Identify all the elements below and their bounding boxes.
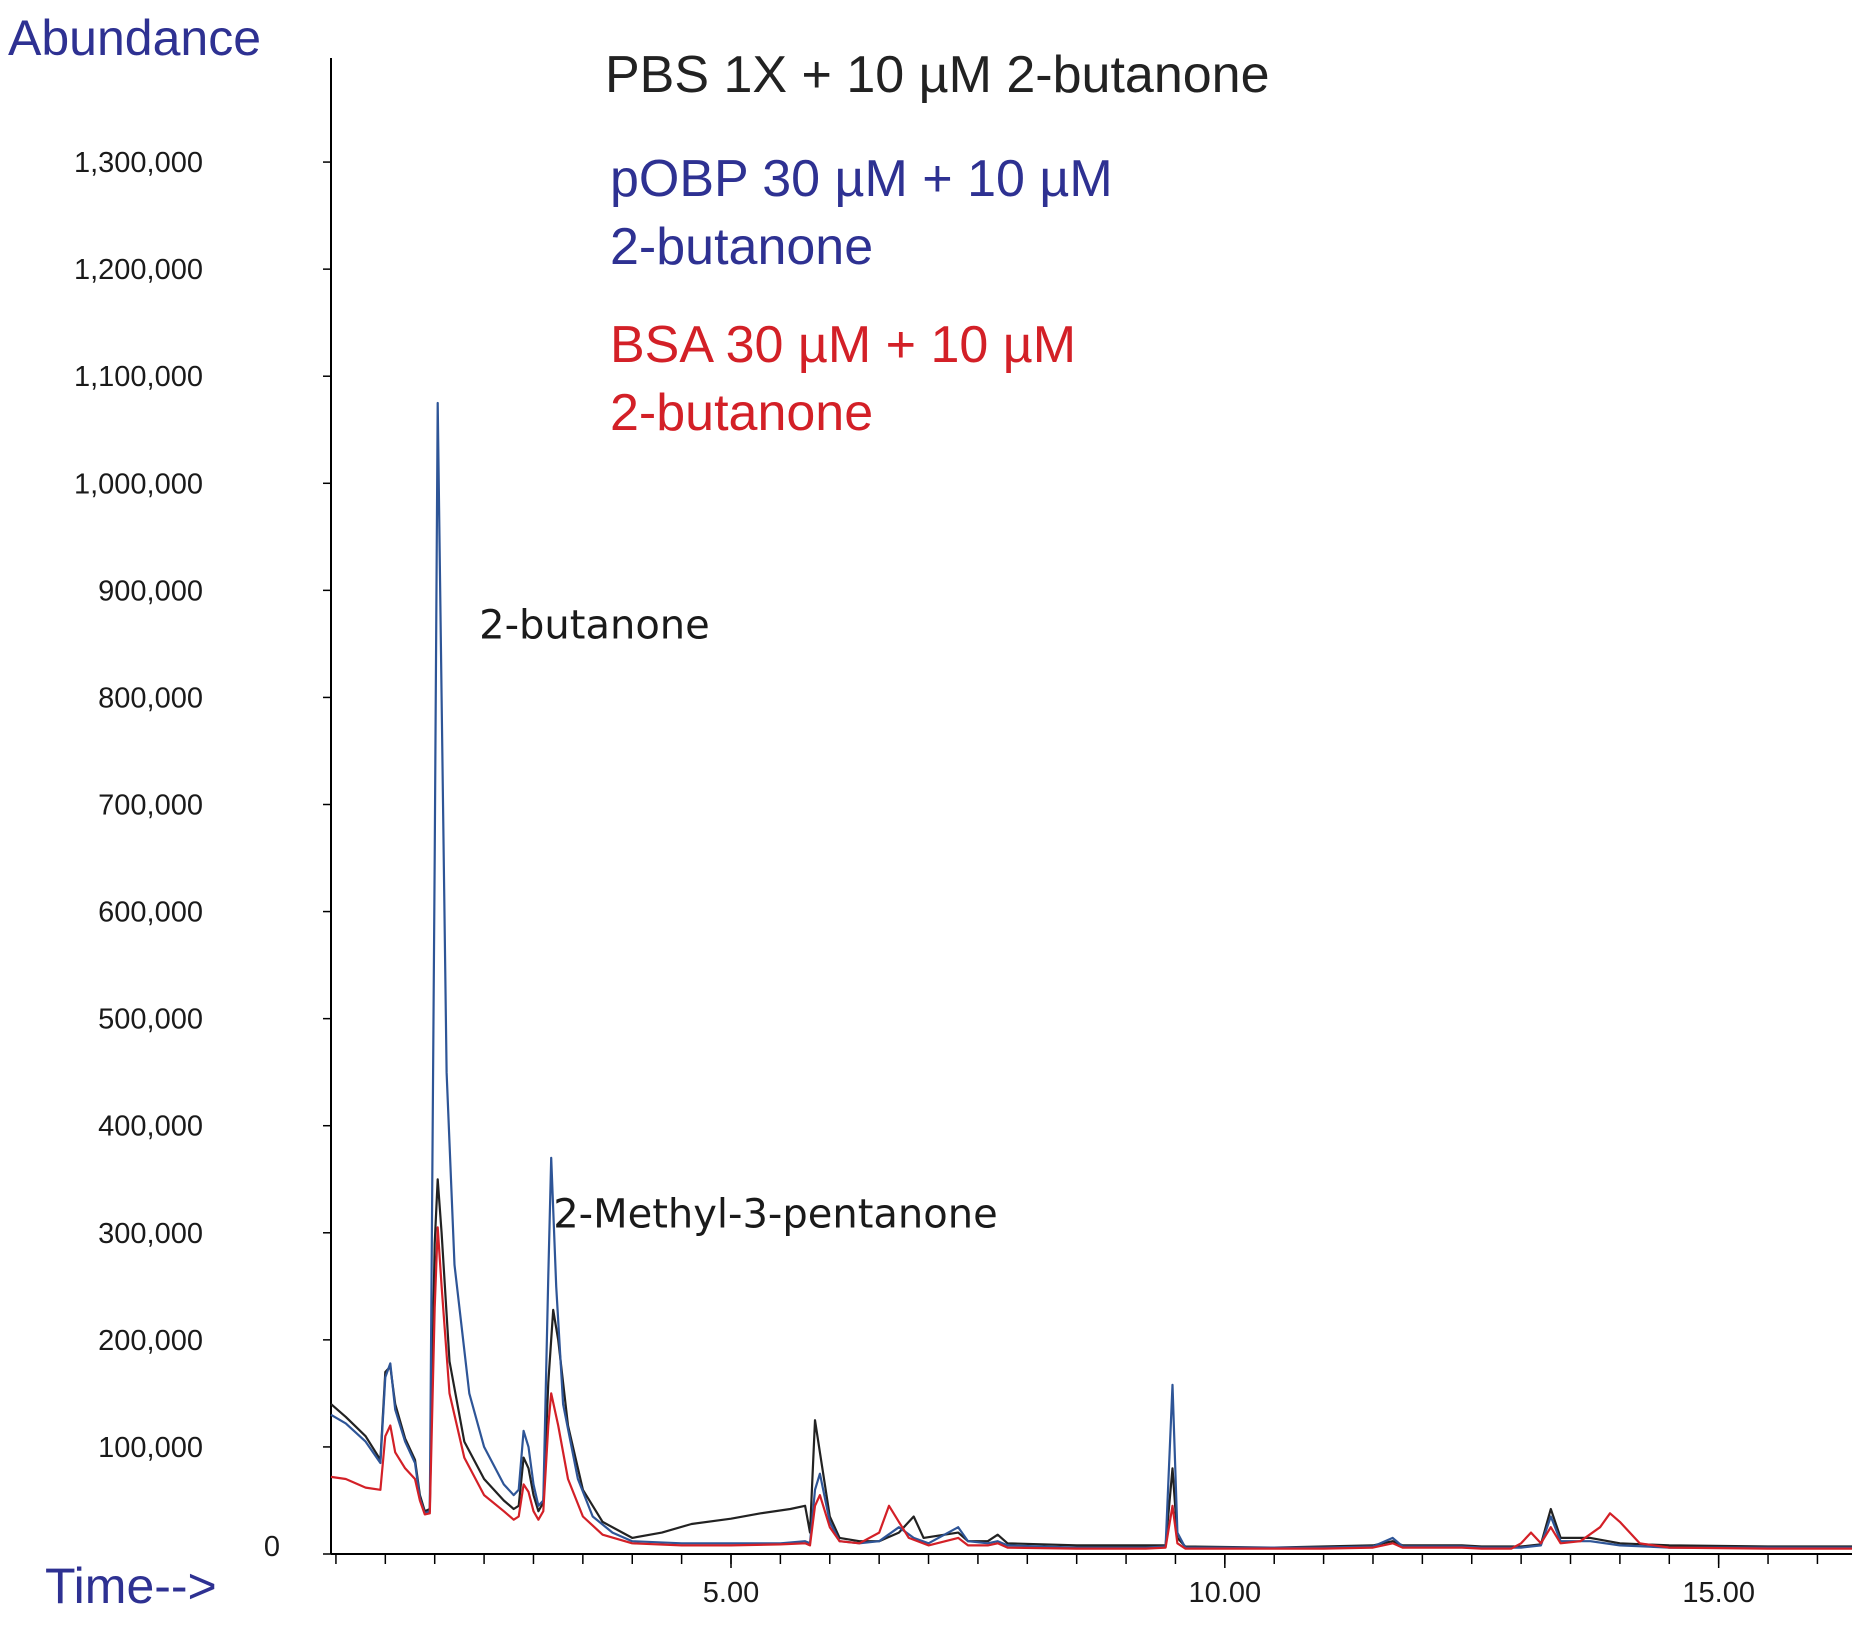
y-tick-label: 0 — [264, 1531, 280, 1563]
peak-annotation: 2-Methyl-3-pentanone — [553, 1191, 997, 1237]
peak-annotation: 2-butanone — [479, 603, 710, 649]
y-tick-label: 200,000 — [98, 1325, 203, 1357]
legend-entry-3: 2-butanone — [610, 384, 873, 442]
series-line-2 — [330, 401, 1852, 1549]
y-tick-label: 1,100,000 — [74, 361, 203, 393]
series-lines — [330, 401, 1852, 1550]
y-tick-label: 900,000 — [98, 575, 203, 607]
axes: 0 100,000 200,000 300,000 400,000 500,000 600,… — [74, 58, 1852, 1609]
y-tick-label: 1,200,000 — [74, 254, 203, 286]
y-tick-label: 1,300,000 — [74, 147, 203, 179]
legend-entry-3: BSA 30 µM + 10 µM — [610, 316, 1076, 374]
x-tick-label: 10.00 — [1189, 1577, 1262, 1609]
legend-entry-2: pOBP 30 µM + 10 µM — [610, 150, 1113, 208]
legend: PBS 1X + 10 µM 2-butanone pOBP 30 µM + 10… — [605, 46, 1270, 442]
y-axis-label: Abundance — [8, 10, 261, 66]
y-tick-label: 1,000,000 — [74, 468, 203, 500]
legend-entry-1: PBS 1X + 10 µM 2-butanone — [605, 46, 1270, 104]
series-line-3 — [330, 1226, 1852, 1550]
chart-text: Abundance Time--> — [8, 10, 261, 1614]
peak-annotations: 2-butanone 2-Methyl-3-pentanone — [479, 603, 998, 1238]
y-tick-label: 700,000 — [98, 790, 203, 822]
y-tick-label: 800,000 — [98, 682, 203, 714]
legend-entry-2: 2-butanone — [610, 218, 873, 276]
x-tick-label: 5.00 — [703, 1577, 759, 1609]
x-tick-label: 15.00 — [1682, 1577, 1755, 1609]
y-tick-label: 300,000 — [98, 1218, 203, 1250]
y-tick-label: 100,000 — [98, 1432, 203, 1464]
x-axis-label: Time--> — [45, 1558, 217, 1614]
y-tick-label: 600,000 — [98, 897, 203, 929]
y-tick-label: 500,000 — [98, 1004, 203, 1036]
y-tick-label: 400,000 — [98, 1111, 203, 1143]
